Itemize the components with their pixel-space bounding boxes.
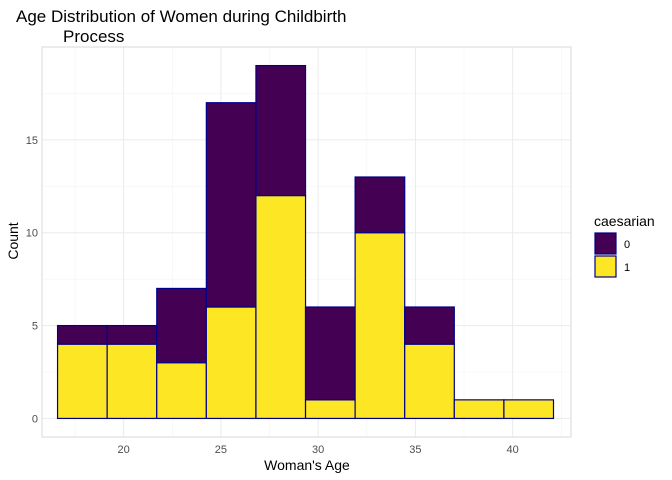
bar-bin-5-caesarian-1 (304, 399, 356, 420)
chart-title-line-1: Age Distribution of Women during Childbi… (16, 7, 346, 26)
legend-swatch-0 (594, 232, 617, 255)
x-tick-label: 35 (409, 444, 421, 456)
bar-bin-7-caesarian-1 (404, 343, 455, 420)
y-tick-label: 5 (32, 321, 38, 333)
bar-bin-0-caesarian-0 (56, 324, 108, 345)
bar-bin-4-caesarian-0 (255, 64, 307, 197)
bar-bin-7-caesarian-0 (404, 306, 455, 345)
x-tick-label: 20 (118, 444, 130, 456)
bar-bin-6-caesarian-0 (354, 176, 406, 234)
legend-label-0: 0 (624, 239, 630, 251)
y-tick-label: 15 (26, 135, 38, 147)
bar-bin-3-caesarian-1 (205, 306, 257, 420)
legend-title: caesarian (594, 213, 655, 229)
x-axis-title: Woman's Age (264, 457, 350, 473)
bar-bin-5-caesarian-0 (304, 306, 356, 401)
bar-bin-2-caesarian-0 (156, 287, 207, 364)
bar-bin-2-caesarian-1 (156, 362, 207, 420)
legend: caesarian 0 1 (594, 213, 655, 278)
x-tick-label: 30 (312, 444, 324, 456)
x-axis-ticks: 20 25 30 35 40 (118, 444, 519, 456)
x-tick-label: 25 (215, 444, 227, 456)
legend-label-1: 1 (624, 262, 630, 274)
y-tick-label: 0 (32, 413, 38, 425)
bar-bin-9-caesarian-1 (503, 399, 555, 420)
bar-bin-0-caesarian-1 (56, 343, 108, 420)
bar-bin-3-caesarian-0 (205, 102, 257, 308)
bars (56, 64, 555, 420)
x-tick-label: 40 (507, 444, 519, 456)
y-tick-label: 10 (26, 228, 38, 240)
bar-bin-1-caesarian-0 (106, 324, 158, 345)
bar-bin-8-caesarian-1 (453, 399, 505, 420)
bar-bin-4-caesarian-1 (255, 194, 307, 420)
y-axis-title: Count (5, 222, 21, 259)
chart-title-line-2: Process (63, 27, 124, 46)
legend-swatch-1 (594, 255, 617, 278)
bar-bin-6-caesarian-1 (354, 232, 406, 420)
panel-border (41, 46, 572, 438)
bar-bin-1-caesarian-1 (106, 343, 158, 420)
y-axis-ticks: 0 5 10 15 (26, 135, 38, 426)
